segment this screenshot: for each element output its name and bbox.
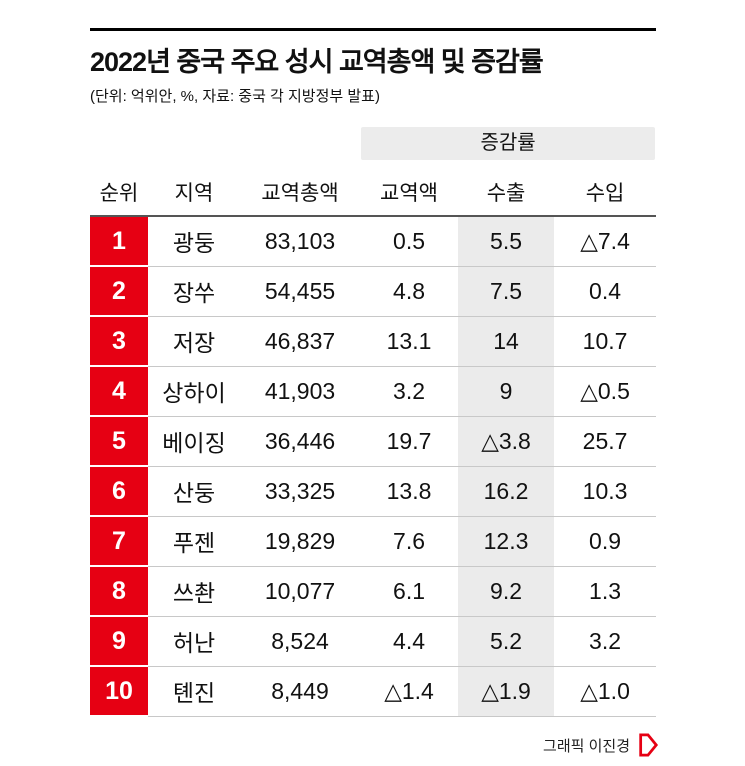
trade-change-cell: 3.2 bbox=[360, 366, 459, 417]
region-cell: 장쑤 bbox=[148, 266, 240, 317]
total-cell: 8,449 bbox=[240, 666, 361, 717]
region-cell: 저장 bbox=[148, 316, 240, 367]
table-row: 2 장쑤 54,455 4.8 7.5 0.4 bbox=[90, 266, 657, 318]
total-cell: 54,455 bbox=[240, 266, 361, 317]
region-cell: 허난 bbox=[148, 616, 240, 667]
rank-badge: 4 bbox=[90, 366, 148, 418]
rank-badge: 1 bbox=[90, 216, 148, 268]
total-cell: 8,524 bbox=[240, 616, 361, 667]
region-cell: 베이징 bbox=[148, 416, 240, 467]
trade-change-cell: 13.8 bbox=[360, 466, 459, 517]
rank-badge: 7 bbox=[90, 516, 148, 568]
export-change-cell: 9.2 bbox=[458, 566, 555, 617]
content-area: 2022년 중국 주요 성시 교역총액 및 증감률 (단위: 억위안, %, 자… bbox=[90, 28, 657, 718]
top-rule bbox=[90, 28, 656, 31]
table-row: 4 상하이 41,903 3.2 9 △0.5 bbox=[90, 366, 657, 418]
table-row: 1 광둥 83,103 0.5 5.5 △7.4 bbox=[90, 216, 657, 268]
import-change-cell: 10.7 bbox=[554, 316, 657, 367]
col-header-trade-change: 교역액 bbox=[360, 169, 459, 218]
region-cell: 쓰촨 bbox=[148, 566, 240, 617]
rank-badge: 5 bbox=[90, 416, 148, 468]
trade-change-cell: △1.4 bbox=[360, 666, 459, 717]
table-row: 10 톈진 8,449 △1.4 △1.9 △1.0 bbox=[90, 666, 657, 718]
trade-change-cell: 6.1 bbox=[360, 566, 459, 617]
export-change-cell: 12.3 bbox=[458, 516, 555, 567]
total-cell: 33,325 bbox=[240, 466, 361, 517]
export-change-cell: △3.8 bbox=[458, 416, 555, 467]
total-cell: 36,446 bbox=[240, 416, 361, 467]
table-row: 3 저장 46,837 13.1 14 10.7 bbox=[90, 316, 657, 368]
trade-change-cell: 4.8 bbox=[360, 266, 459, 317]
table-row: 6 산둥 33,325 13.8 16.2 10.3 bbox=[90, 466, 657, 518]
col-header-import-change: 수입 bbox=[554, 169, 657, 218]
brand-logo-icon bbox=[639, 733, 659, 757]
col-header-total: 교역총액 bbox=[240, 169, 361, 218]
total-cell: 41,903 bbox=[240, 366, 361, 417]
region-cell: 톈진 bbox=[148, 666, 240, 717]
unit-source-note: (단위: 억위안, %, 자료: 중국 각 지방정부 발표) bbox=[90, 88, 380, 106]
import-change-cell: 25.7 bbox=[554, 416, 657, 467]
table-row: 5 베이징 36,446 19.7 △3.8 25.7 bbox=[90, 416, 657, 468]
trade-change-cell: 19.7 bbox=[360, 416, 459, 467]
col-header-export-change: 수출 bbox=[458, 169, 555, 218]
total-cell: 10,077 bbox=[240, 566, 361, 617]
group-header-row: 증감률 bbox=[90, 126, 656, 169]
region-cell: 상하이 bbox=[148, 366, 240, 417]
total-cell: 46,837 bbox=[240, 316, 361, 367]
table-row: 9 허난 8,524 4.4 5.2 3.2 bbox=[90, 616, 657, 668]
table-row: 8 쓰촨 10,077 6.1 9.2 1.3 bbox=[90, 566, 657, 618]
export-change-cell: 7.5 bbox=[458, 266, 555, 317]
group-header: 증감률 bbox=[361, 127, 656, 161]
import-change-cell: 0.9 bbox=[554, 516, 657, 567]
trade-table: 증감률 순위 지역 교역총액 교역액 수출 수입 1 광둥 83,103 0. bbox=[90, 126, 657, 718]
credit-text: 그래픽 이진경 bbox=[543, 737, 630, 755]
region-cell: 광둥 bbox=[148, 216, 240, 267]
rank-badge: 2 bbox=[90, 266, 148, 318]
rank-badge: 6 bbox=[90, 466, 148, 518]
col-header-region: 지역 bbox=[148, 169, 240, 218]
rank-badge: 8 bbox=[90, 566, 148, 618]
rank-badge: 3 bbox=[90, 316, 148, 368]
trade-change-cell: 7.6 bbox=[360, 516, 459, 567]
page-title: 2022년 중국 주요 성시 교역총액 및 증감률 bbox=[90, 47, 544, 77]
group-header-spacer bbox=[90, 126, 360, 169]
rank-badge: 10 bbox=[90, 666, 148, 718]
col-header-rank: 순위 bbox=[90, 169, 148, 218]
total-cell: 83,103 bbox=[240, 216, 361, 267]
total-cell: 19,829 bbox=[240, 516, 361, 567]
rank-badge: 9 bbox=[90, 616, 148, 668]
export-change-cell: 5.5 bbox=[458, 216, 555, 267]
import-change-cell: 1.3 bbox=[554, 566, 657, 617]
region-cell: 산둥 bbox=[148, 466, 240, 517]
import-change-cell: 3.2 bbox=[554, 616, 657, 667]
import-change-cell: 10.3 bbox=[554, 466, 657, 517]
trade-change-cell: 4.4 bbox=[360, 616, 459, 667]
footer-credit: 그래픽 이진경 bbox=[543, 732, 659, 758]
import-change-cell: △0.5 bbox=[554, 366, 657, 417]
export-change-cell: 16.2 bbox=[458, 466, 555, 517]
import-change-cell: △7.4 bbox=[554, 216, 657, 267]
export-change-cell: 9 bbox=[458, 366, 555, 417]
region-cell: 푸젠 bbox=[148, 516, 240, 567]
trade-change-cell: 0.5 bbox=[360, 216, 459, 267]
import-change-cell: 0.4 bbox=[554, 266, 657, 317]
import-change-cell: △1.0 bbox=[554, 666, 657, 717]
table-row: 7 푸젠 19,829 7.6 12.3 0.9 bbox=[90, 516, 657, 568]
export-change-cell: 5.2 bbox=[458, 616, 555, 667]
export-change-cell: △1.9 bbox=[458, 666, 555, 717]
export-change-cell: 14 bbox=[458, 316, 555, 367]
column-header-row: 순위 지역 교역총액 교역액 수출 수입 bbox=[90, 169, 657, 218]
trade-change-cell: 13.1 bbox=[360, 316, 459, 367]
